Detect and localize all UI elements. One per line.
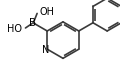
Text: HO: HO	[7, 24, 22, 34]
Text: OH: OH	[40, 7, 55, 17]
Text: N: N	[42, 45, 49, 55]
Text: B: B	[29, 18, 37, 28]
